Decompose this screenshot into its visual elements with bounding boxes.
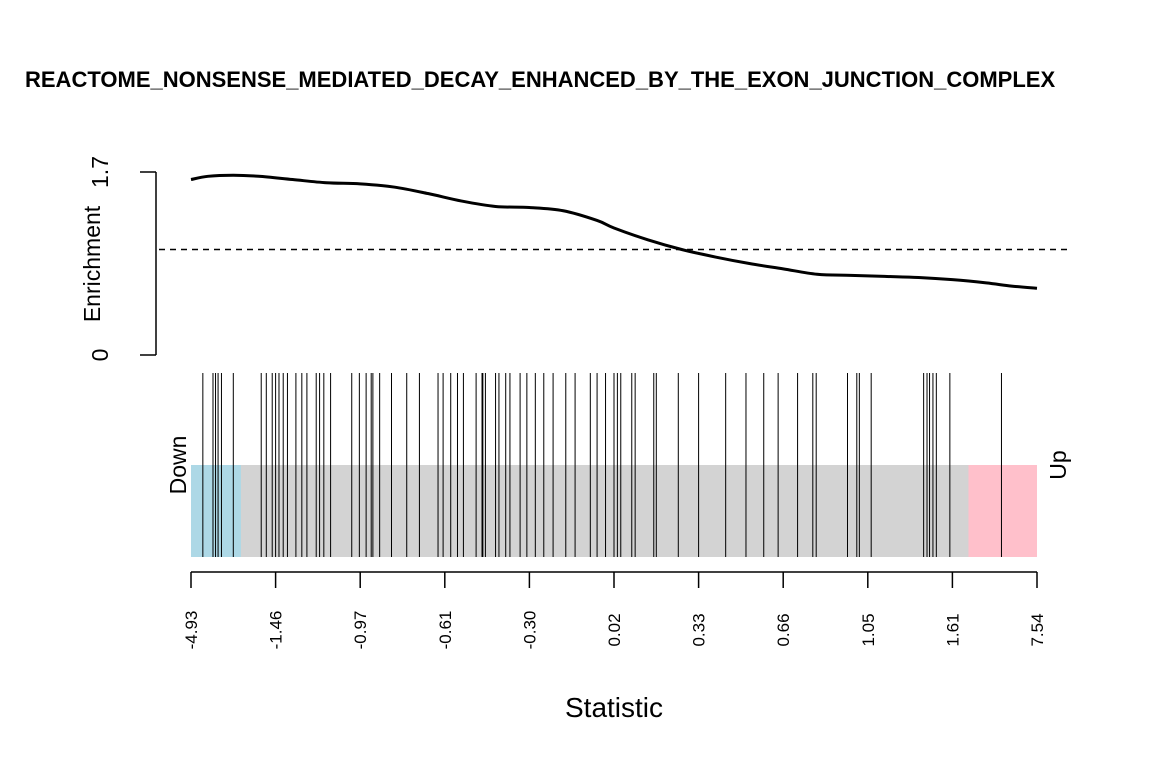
x-tick-label: 0.33 [690,613,709,646]
x-tick-label: -0.97 [351,611,370,650]
x-axis: -4.93 -1.46 -0.97 -0.61 -0.30 0.02 0.33 0.66 1.0… [182,571,1047,650]
y-axis: 1.7 0 Enrichment [79,156,157,362]
up-region [968,465,1037,557]
enrichment-curve [190,173,1038,290]
y-tick-label-bottom: 0 [87,349,113,362]
x-tick-label: -1.46 [267,611,286,650]
up-label: Up [1045,450,1071,479]
x-tick-label: -0.61 [436,611,455,650]
x-tick-label: -0.30 [520,611,539,650]
y-tick-label-top: 1.7 [87,156,113,188]
x-tick-label: 7.54 [1028,613,1047,646]
down-label: Down [165,436,191,495]
x-tick-label: 0.02 [605,613,624,646]
barcode-area: Down Up [165,373,1071,557]
x-tick-label: 1.61 [943,613,962,646]
barcode-lines [202,373,1002,557]
chart-title: REACTOME_NONSENSE_MEDIATED_DECAY_ENHANCE… [25,67,1055,92]
x-tick-label: 1.05 [859,613,878,646]
y-axis-label: Enrichment [79,205,105,322]
x-tick-label: 0.66 [774,613,793,646]
x-tick-label: -4.93 [182,611,201,650]
x-axis-label: Statistic [565,692,663,723]
